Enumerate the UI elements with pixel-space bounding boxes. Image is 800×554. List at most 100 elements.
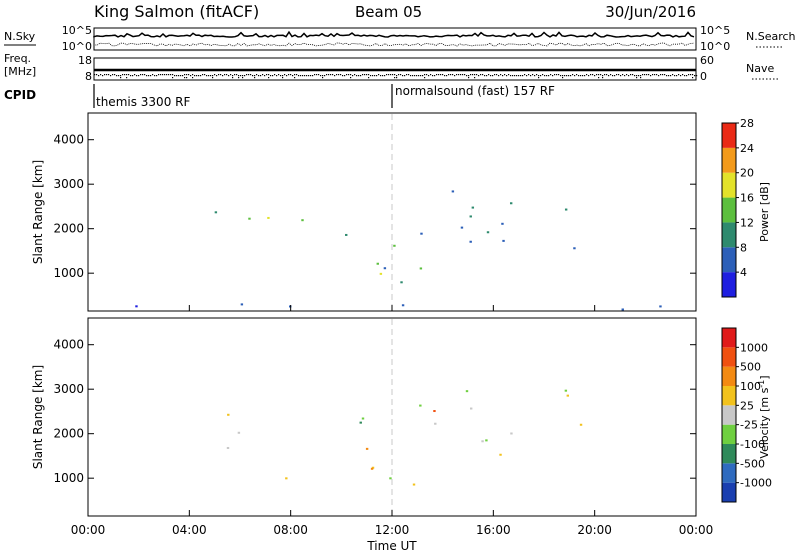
velocity-colorbar-frame — [721, 327, 737, 503]
nave-point — [108, 74, 110, 76]
nave-point — [526, 75, 528, 77]
nave-point — [286, 75, 288, 77]
nave-point — [666, 75, 668, 77]
nave-point — [172, 74, 174, 76]
nave-point — [470, 74, 472, 76]
nave-point — [464, 74, 466, 76]
nave-point — [446, 75, 448, 77]
power-colorbar-segment — [722, 147, 736, 173]
velocity-colorbar-segment — [722, 328, 736, 348]
nave-point — [462, 74, 464, 76]
nave-point — [636, 77, 638, 79]
nave-point — [574, 75, 576, 77]
power-colorbar-tick-label: 4 — [740, 266, 747, 279]
nave-point — [434, 75, 436, 77]
nave-point — [514, 75, 516, 77]
nave-tick-bottom: 0 — [700, 70, 707, 83]
nave-point — [688, 74, 690, 76]
nave-point — [646, 74, 648, 76]
time-xlabel: Time UT — [366, 539, 417, 553]
nave-point — [166, 74, 168, 76]
nave-point — [156, 75, 158, 77]
nave-point — [364, 74, 366, 76]
nave-point — [508, 74, 510, 76]
nave-point — [602, 75, 604, 77]
nave-point — [282, 75, 284, 77]
nave-point — [490, 75, 492, 77]
nave-point — [506, 75, 508, 77]
nave-point — [404, 75, 406, 77]
nave-point — [512, 75, 514, 77]
power-echo-point — [345, 233, 348, 236]
nave-point — [588, 75, 590, 77]
nave-point — [638, 75, 640, 77]
nave-point — [692, 77, 694, 79]
nave-point — [660, 74, 662, 76]
nave-point — [266, 74, 268, 76]
site-title: King Salmon (fitACF) — [94, 2, 259, 21]
velocity-echo-point — [237, 431, 241, 434]
nave-point — [180, 75, 182, 77]
nave-point — [232, 77, 234, 79]
power-echo-point — [486, 231, 490, 234]
nave-point — [190, 75, 192, 77]
nave-point — [430, 74, 432, 76]
power-echo-point — [240, 303, 244, 306]
nave-point — [422, 75, 424, 77]
nave-point — [576, 74, 578, 76]
velocity-echo-point — [226, 446, 230, 449]
nave-point — [228, 75, 230, 77]
nave-point — [614, 75, 616, 77]
nave-point — [310, 75, 312, 77]
power-ytick-label: 1000 — [53, 266, 84, 280]
time-tick-label: 16:00 — [476, 523, 511, 537]
nave-point — [94, 74, 96, 76]
time-tick-label: 20:00 — [577, 523, 612, 537]
velocity-colorbar-tick-label: 1000 — [740, 341, 768, 354]
nave-point — [178, 75, 180, 77]
nave-point — [260, 75, 262, 77]
nave-point — [282, 77, 284, 79]
power-colorbar-segment — [722, 197, 736, 223]
nave-point — [378, 74, 380, 76]
nave-point — [354, 74, 356, 76]
nave-point — [500, 74, 502, 76]
nave-point — [136, 75, 138, 77]
nave-point — [132, 75, 134, 77]
nave-point — [428, 75, 430, 77]
nave-point — [520, 75, 522, 77]
nave-point — [528, 74, 530, 76]
nave-point — [628, 75, 630, 77]
power-colorbar: 4 8 12 16 20 24 28 — [721, 117, 754, 298]
power-echo-point — [419, 267, 423, 270]
nave-point — [626, 74, 628, 76]
nave-point — [396, 75, 398, 77]
nave-point — [494, 74, 496, 76]
nave-point — [376, 75, 378, 77]
nave-point — [350, 74, 352, 76]
nave-point — [602, 77, 604, 79]
velocity-echo-point — [485, 439, 488, 442]
nave-point — [670, 75, 672, 77]
nave-point — [624, 75, 626, 77]
power-echo-point — [509, 202, 513, 205]
nave-point — [678, 74, 680, 76]
nave-point — [336, 74, 338, 76]
power-echo-point — [469, 240, 472, 243]
nave-point — [578, 75, 580, 77]
nave-point — [312, 75, 314, 77]
velocity-echo-point — [465, 390, 469, 393]
nave-point — [204, 74, 206, 76]
nave-point — [394, 77, 396, 79]
nave-point — [188, 74, 190, 76]
nave-point — [644, 74, 646, 76]
nave-point — [540, 75, 542, 77]
nave-point — [486, 75, 488, 77]
nave-point — [102, 75, 104, 77]
nave-point — [172, 77, 174, 79]
nave-point — [192, 74, 194, 76]
velocity-echo-point — [365, 447, 369, 450]
nave-point — [184, 77, 186, 79]
nave-point — [510, 75, 512, 77]
nave-point — [502, 75, 504, 77]
